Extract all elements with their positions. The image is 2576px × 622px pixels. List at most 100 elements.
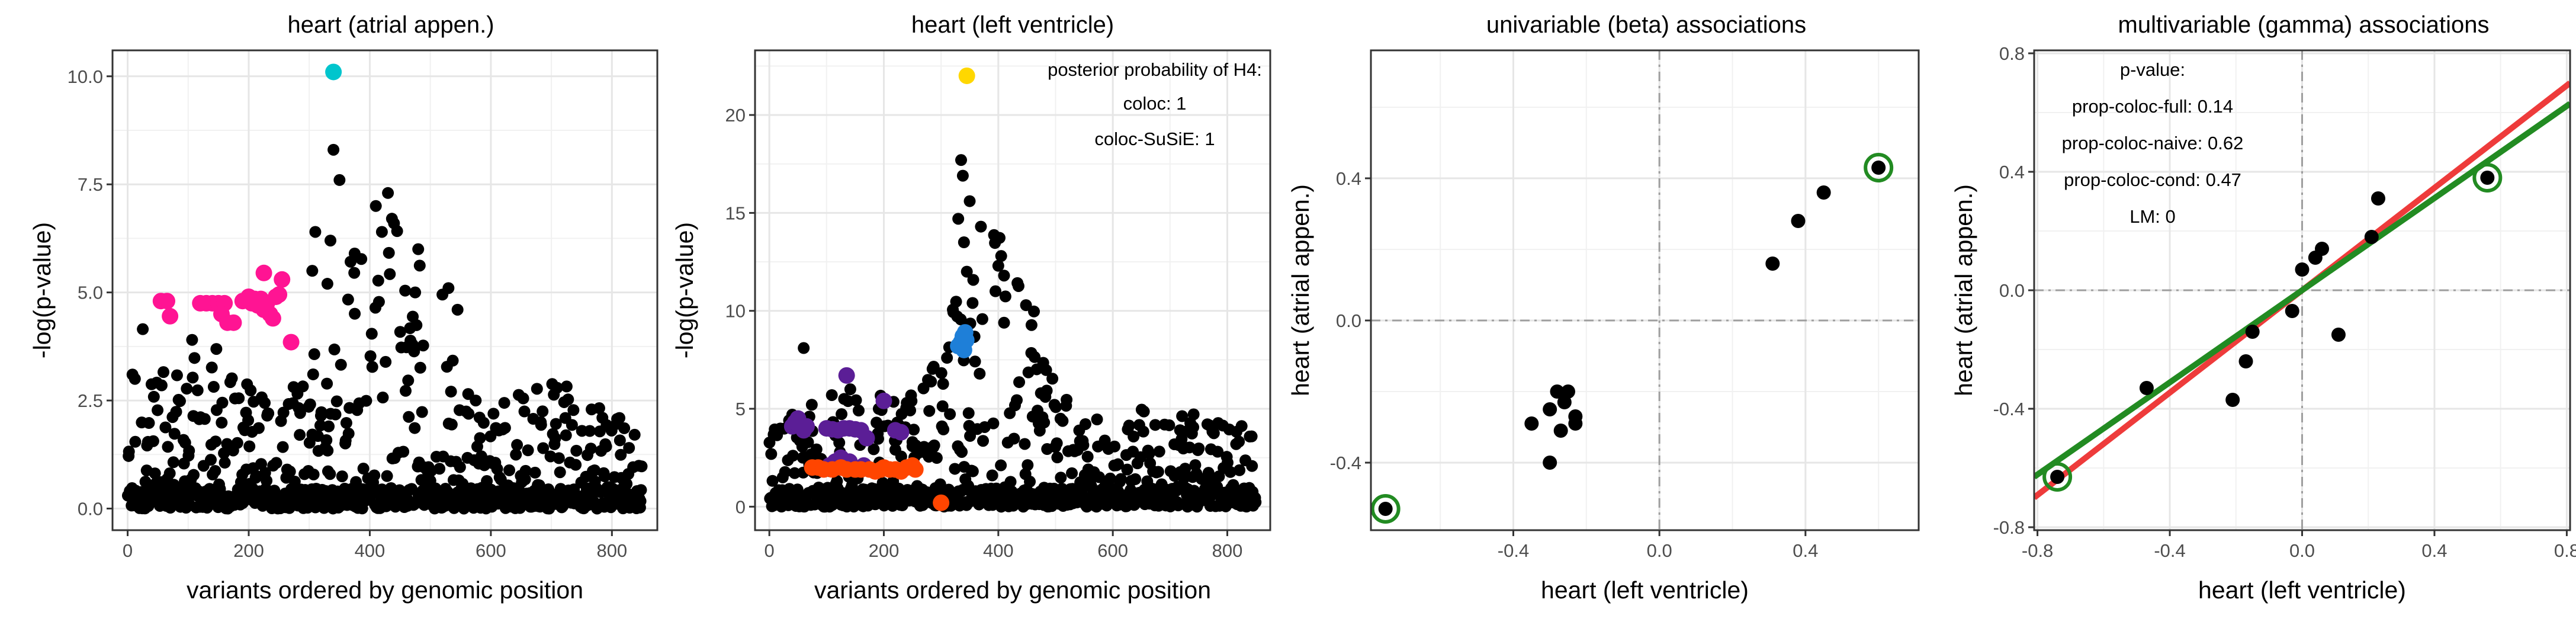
variant-point [147,390,160,403]
variant-point [570,444,583,457]
y-tick-label: -0.8 [1993,517,2025,538]
x-axis-label: variants ordered by genomic position [814,576,1211,604]
y-tick-label: 10 [725,301,746,322]
annotation-text: coloc-SuSiE: 1 [1094,129,1215,149]
variant-point [336,470,348,483]
x-tick-label: 400 [983,540,1014,561]
variant-point [380,355,392,368]
data-points [763,67,1262,513]
variant-point [307,468,320,480]
variant-point [522,444,534,457]
variant-point [553,452,565,464]
variant-point [163,467,176,480]
y-tick-label: 0.0 [78,499,103,520]
plot-background [113,50,657,530]
variant-point [868,443,880,456]
variant-point [560,380,573,393]
variant-point [1175,433,1188,445]
variant-point [245,384,257,397]
variant-point [1212,445,1224,458]
highlighted-variant-point [325,63,342,81]
variant-point [599,470,611,483]
variant-point [414,361,426,374]
variant-point [372,274,384,287]
variant-point [1022,459,1034,472]
variant-point [1038,416,1051,429]
variant-point [511,439,523,451]
variant-point [243,440,256,453]
variant-point [976,313,988,325]
circled-point-marker [1864,153,1894,182]
variant-point [477,416,490,429]
variant-point [995,250,1007,262]
variant-point [937,423,950,435]
variant-point [445,418,458,431]
variant-point [901,397,913,409]
variant-point [399,384,412,397]
variant-point [342,427,355,440]
variant-point [1176,410,1189,422]
variant-point [340,416,352,429]
association-point [2285,304,2299,318]
variant-point [615,448,627,461]
variant-point [956,445,968,458]
variant-point [413,259,426,272]
variant-point [1234,464,1246,476]
variant-point [1123,419,1135,432]
variant-point [1079,418,1091,430]
variant-point [967,274,979,286]
x-tick-label: 0.8 [2554,540,2576,561]
variant-point [1179,463,1191,475]
variant-point [294,407,306,419]
highlighted-variant-point [933,494,950,511]
variant-point [382,187,394,199]
annotation-text: posterior probability of H4: [1048,59,1262,80]
variant-point [498,397,510,409]
variant-point [375,226,388,238]
variant-point [445,386,457,398]
variant-point [403,411,415,423]
variant-point [1077,439,1090,451]
variant-point [308,348,320,360]
variant-point [348,267,361,279]
variant-point [170,406,182,418]
association-point [2050,470,2065,484]
variant-point [952,213,965,225]
variant-point [171,369,183,381]
association-point [1816,185,1831,200]
highlighted-variant-point [798,418,815,435]
annotation-text: p-value: [2120,59,2185,80]
y-axis-label: heart (atrial appen.) [1950,184,1977,396]
variant-point [550,418,562,430]
variant-point [966,465,979,477]
variant-point [510,448,522,461]
association-point [2371,191,2385,206]
variant-point [155,379,168,392]
variant-point [1193,442,1205,454]
y-tick-label: 0.4 [1336,168,1361,189]
variant-point [204,454,217,466]
variant-point [925,376,937,388]
variant-point [388,217,400,229]
variant-point [451,303,464,316]
x-tick-label: 0 [123,540,133,561]
variant-point [1004,476,1017,488]
variant-point [990,285,1001,297]
chart-title: multivariable (gamma) associations [2118,12,2490,38]
association-point [1524,416,1539,431]
variant-point [417,339,429,352]
variant-point [614,412,626,424]
plot-border [754,49,1271,531]
variant-point [410,319,423,331]
variant-point [1149,419,1161,431]
variant-point [1104,472,1116,485]
variant-point [394,326,406,338]
variant-point [188,469,200,481]
variant-point [623,442,635,454]
variant-point [635,460,648,473]
variant-point [1056,415,1069,427]
variant-point [1066,467,1078,479]
x-tick-label: 200 [869,540,900,561]
variant-point [944,408,956,421]
